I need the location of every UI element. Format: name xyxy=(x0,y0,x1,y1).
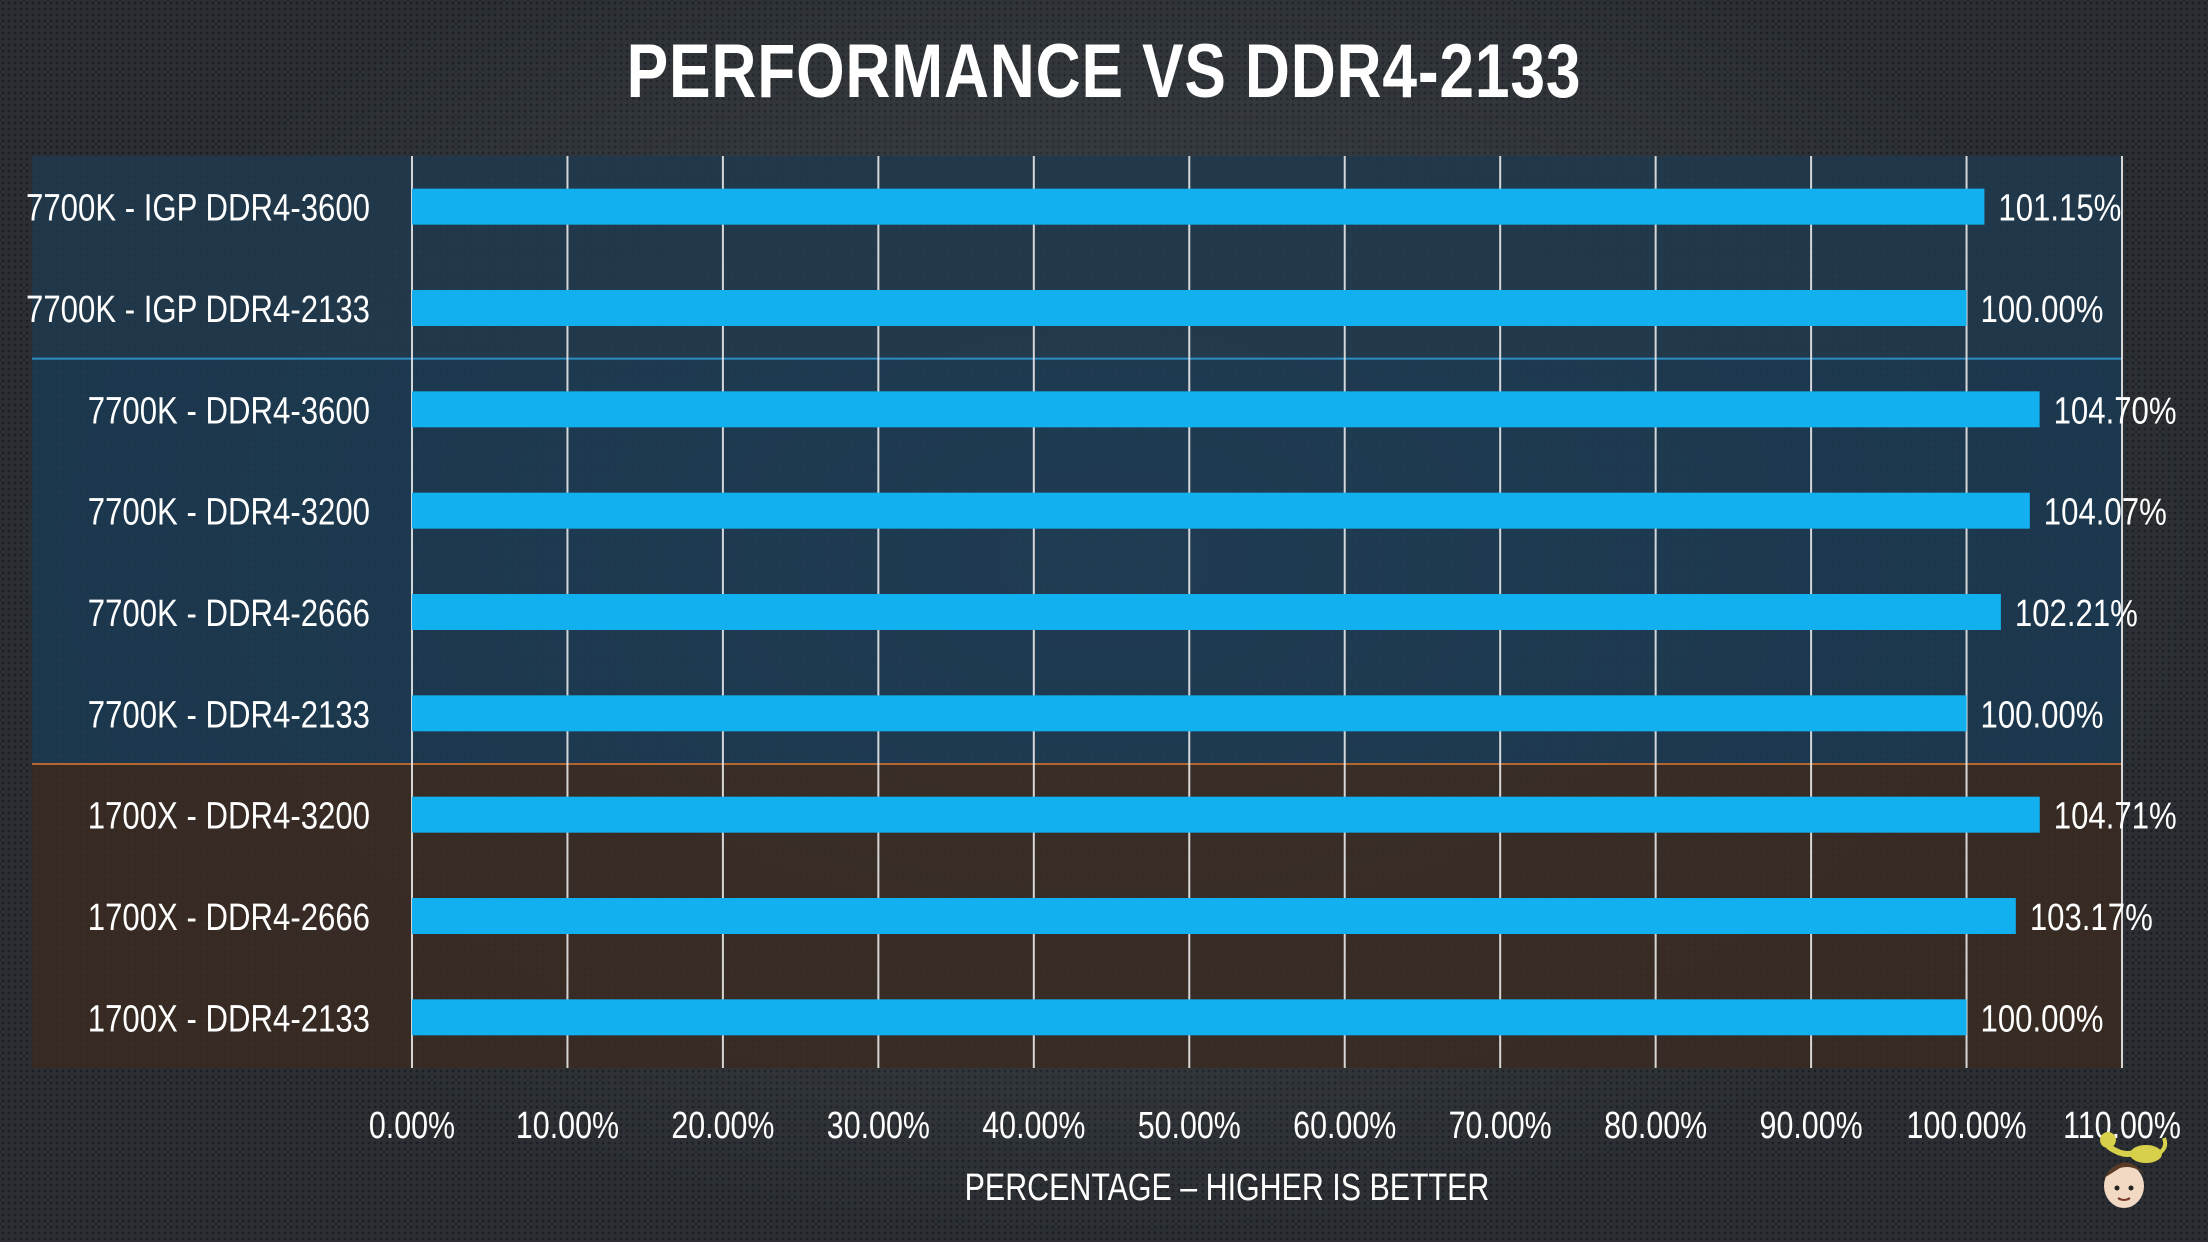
x-tick-label-11: 110.00% xyxy=(2063,1105,2181,1147)
x-tick-label-6: 60.00% xyxy=(1293,1105,1396,1147)
category-label-1: 7700K - IGP DDR4-2133 xyxy=(26,289,370,331)
category-label-4: 7700K - DDR4-2666 xyxy=(88,593,370,635)
value-label-6: 104.71% xyxy=(2054,796,2177,838)
x-tick-label-4: 40.00% xyxy=(982,1105,1085,1147)
category-label-8: 1700X - DDR4-2133 xyxy=(88,999,370,1041)
bar-6 xyxy=(412,796,2040,833)
x-tick-label-7: 70.00% xyxy=(1449,1105,1552,1147)
value-label-0: 101.15% xyxy=(1998,188,2121,230)
value-label-4: 102.21% xyxy=(2015,593,2138,635)
category-label-7: 1700X - DDR4-2666 xyxy=(88,897,370,939)
x-tick-label-0: 0.00% xyxy=(369,1105,455,1147)
bar-8 xyxy=(412,999,1967,1036)
value-label-3: 104.07% xyxy=(2044,492,2167,534)
x-tick-label-10: 100.00% xyxy=(1907,1105,2027,1147)
value-label-8: 100.00% xyxy=(1981,999,2104,1041)
x-tick-label-3: 30.00% xyxy=(827,1105,930,1147)
mascot-logo xyxy=(2100,1132,2168,1208)
x-tick-label-2: 20.00% xyxy=(671,1105,774,1147)
x-tick-label-5: 50.00% xyxy=(1138,1105,1241,1147)
bar-1 xyxy=(412,290,1967,326)
value-label-7: 103.17% xyxy=(2030,897,2153,939)
bar-5 xyxy=(412,695,1967,732)
x-axis-label: PERCENTAGE – HIGHER IS BETTER xyxy=(965,1167,1490,1209)
chart-title: PERFORMANCE VS DDR4-2133 xyxy=(626,29,1582,114)
bar-3 xyxy=(412,492,2030,529)
value-label-2: 104.70% xyxy=(2054,391,2177,433)
x-tick-label-9: 90.00% xyxy=(1760,1105,1863,1147)
category-label-0: 7700K - IGP DDR4-3600 xyxy=(26,188,370,230)
bar-7 xyxy=(412,898,2016,934)
bar-4 xyxy=(412,594,2001,630)
value-label-5: 100.00% xyxy=(1981,695,2104,737)
category-label-5: 7700K - DDR4-2133 xyxy=(88,695,370,737)
value-label-1: 100.00% xyxy=(1981,289,2104,331)
x-tick-label-1: 10.00% xyxy=(516,1105,619,1147)
bar-0 xyxy=(412,188,1985,225)
bar-2 xyxy=(412,391,2040,428)
x-tick-label-8: 80.00% xyxy=(1604,1105,1707,1147)
category-label-3: 7700K - DDR4-3200 xyxy=(88,492,370,534)
category-label-2: 7700K - DDR4-3600 xyxy=(88,391,370,433)
category-label-6: 1700X - DDR4-3200 xyxy=(88,796,370,838)
